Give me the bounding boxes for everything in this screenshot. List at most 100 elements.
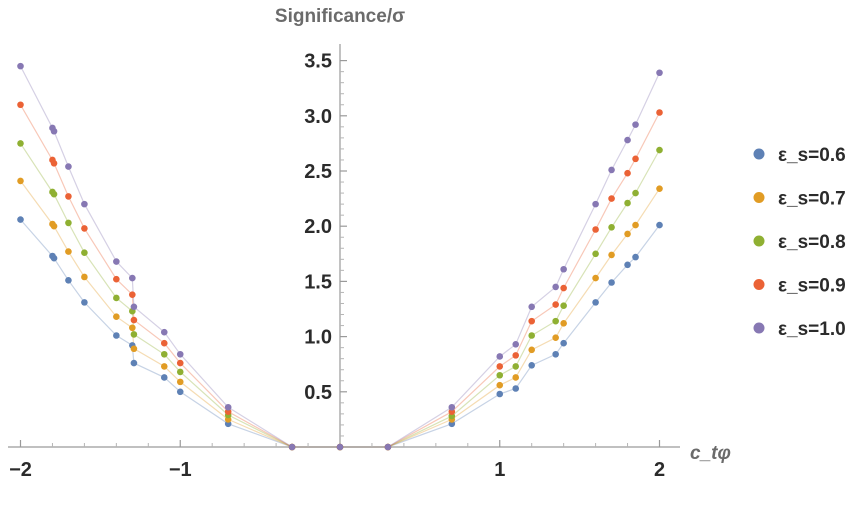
data-point	[81, 299, 88, 306]
data-point	[224, 403, 232, 411]
y-tick-label: 3.5	[304, 51, 332, 73]
legend-marker	[753, 192, 765, 203]
data-point	[288, 443, 296, 451]
data-point	[560, 302, 567, 309]
legend-marker	[753, 235, 765, 247]
data-point	[160, 374, 168, 381]
data-point	[81, 273, 88, 281]
data-point	[65, 193, 72, 200]
data-point	[632, 155, 639, 163]
data-point	[528, 303, 535, 311]
data-point	[592, 250, 599, 258]
data-point	[512, 352, 520, 359]
y-tick-label: 2.0	[304, 216, 332, 238]
data-point	[496, 353, 504, 360]
data-point	[656, 146, 663, 154]
data-point	[130, 316, 138, 324]
data-point	[560, 339, 567, 347]
y-tick-label: 2.5	[304, 161, 332, 183]
data-point	[656, 69, 663, 77]
data-point	[176, 378, 184, 386]
data-point	[624, 230, 631, 238]
data-point	[160, 339, 168, 347]
data-point	[176, 388, 184, 396]
data-point	[496, 371, 504, 379]
data-point	[65, 163, 72, 170]
data-point	[17, 177, 24, 185]
series-points	[17, 62, 663, 451]
axes	[8, 44, 680, 448]
data-point	[81, 249, 88, 256]
data-point	[113, 294, 120, 302]
data-point	[160, 363, 168, 370]
data-point	[632, 121, 639, 128]
data-point	[632, 189, 639, 197]
data-point	[608, 166, 615, 174]
data-point	[496, 363, 504, 370]
data-point	[65, 219, 72, 227]
x-tick-label: −2	[9, 459, 32, 481]
data-point	[50, 254, 58, 262]
data-point	[512, 374, 520, 381]
data-point	[560, 320, 567, 327]
x-tick-label: 2	[654, 459, 665, 481]
data-point	[608, 224, 615, 231]
data-point	[592, 274, 599, 282]
data-point	[528, 346, 535, 354]
data-point	[113, 332, 120, 339]
data-point	[336, 443, 344, 451]
data-point	[560, 265, 567, 273]
legend-marker	[753, 148, 765, 160]
data-point	[129, 274, 136, 282]
data-point	[528, 332, 535, 339]
data-point	[592, 226, 599, 233]
legend-marker	[753, 279, 765, 290]
data-point	[129, 291, 136, 298]
data-point	[50, 159, 58, 167]
data-point	[552, 334, 559, 342]
data-point	[624, 169, 631, 177]
legend-label: ε_s=1.0	[778, 319, 846, 340]
y-axis-label: Significance/σ	[275, 6, 405, 27]
data-point	[81, 200, 88, 208]
data-point	[552, 317, 559, 325]
legend-label: ε_s=0.7	[778, 189, 846, 210]
data-point	[17, 62, 24, 70]
x-tick-label: −1	[169, 459, 192, 481]
legend-marker	[753, 322, 765, 334]
data-point	[17, 140, 24, 147]
data-point	[552, 283, 559, 291]
y-tick-label: 1.0	[304, 327, 332, 349]
data-point	[496, 390, 504, 398]
data-point	[17, 101, 24, 109]
legend: ε_s=0.6 ε_s=0.7 ε_s=0.8 ε_s=0.9 ε_s=1.0	[753, 145, 846, 340]
data-point	[113, 275, 120, 283]
y-ticks: 0.5 1.0 1.5 2.0 2.5 3.0 3.5	[304, 51, 347, 437]
data-point	[560, 284, 567, 292]
data-point	[113, 313, 120, 321]
y-tick-label: 1.5	[304, 271, 332, 293]
data-point	[448, 403, 456, 411]
data-point	[160, 328, 168, 336]
data-point	[130, 303, 138, 311]
x-tick-label: 1	[494, 459, 505, 481]
data-point	[624, 136, 631, 144]
y-tick-label: 3.0	[304, 106, 332, 128]
legend-label: ε_s=0.9	[778, 276, 846, 297]
data-point	[656, 185, 663, 192]
legend-label: ε_s=0.8	[778, 232, 846, 253]
data-point	[624, 261, 631, 269]
y-tick-label: 0.5	[304, 382, 332, 404]
data-point	[632, 253, 639, 261]
data-point	[176, 350, 184, 358]
data-point	[496, 381, 504, 389]
data-point	[656, 221, 663, 229]
data-point	[608, 251, 615, 259]
data-point	[160, 350, 168, 358]
data-point	[113, 258, 120, 265]
data-point	[608, 195, 615, 202]
data-point	[592, 299, 599, 306]
data-point	[512, 341, 520, 348]
data-point	[624, 199, 631, 207]
